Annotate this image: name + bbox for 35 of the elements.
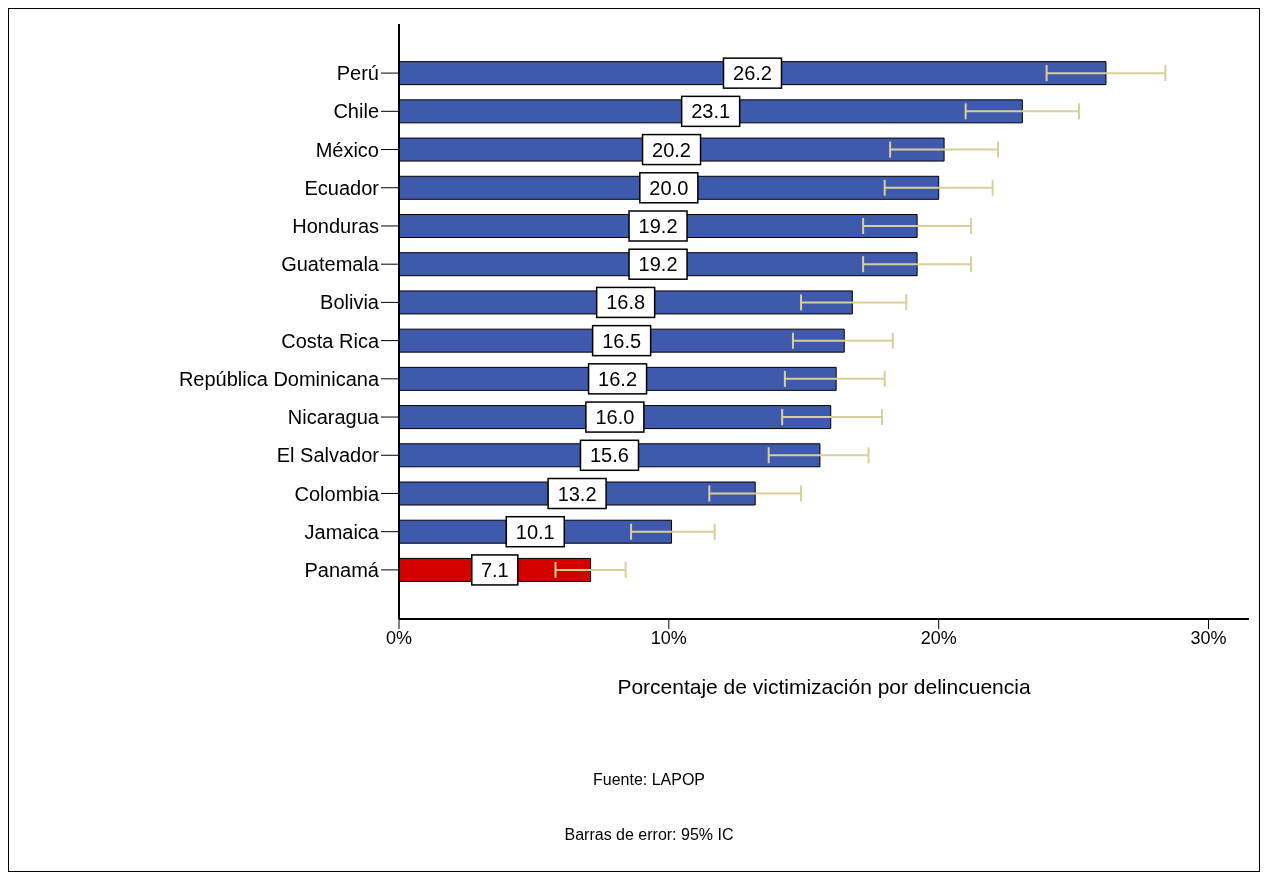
x-tick-label: 30% [1190,627,1227,648]
y-tick-label: Colombia [294,482,380,505]
data-label: 16.2 [598,367,638,390]
y-tick-label: Jamaica [304,520,380,543]
data-label: 15.6 [590,444,629,467]
data-label: 13.2 [557,482,597,505]
y-tick-label: Costa Rica [281,329,380,352]
y-tick-label: Nicaragua [287,406,380,429]
data-label: 23.1 [691,100,731,123]
data-label: 26.2 [733,62,772,85]
x-tick-label: 20% [920,627,957,648]
y-tick-label: México [315,138,379,161]
data-label: 19.2 [638,215,678,237]
text: Barras de error: 95% IC [563,826,735,844]
data-label: 20.0 [649,176,689,199]
source-note: Fuente: LAPOP [591,771,707,789]
x-tick-label: 10% [650,627,687,648]
data-label: 19.2 [638,253,678,276]
y-tick-label: El Salvador [276,444,380,467]
data-label: 20.2 [652,138,692,161]
y-tick-label: Ecuador [304,176,380,199]
y-tick-label: Guatemala [281,253,380,276]
y-tick-label: Bolivia [320,291,380,314]
x-axis-title: Porcentaje de victimización por delincuencia [617,675,1031,698]
y-tick-label: República Dominicana [178,367,380,390]
y-tick-label: Perú [336,62,379,85]
y-tick-label: Honduras [292,215,379,238]
x-tick-label: 0% [385,627,413,648]
y-tick-label: Panamá [304,558,380,581]
data-label: 16.5 [602,329,642,352]
y-tick-label: Chile [333,100,379,123]
data-label: 16.8 [606,291,646,314]
data-label: 10.1 [515,520,555,543]
data-label: 16.0 [595,406,635,429]
data-label: 7.1 [480,558,509,581]
